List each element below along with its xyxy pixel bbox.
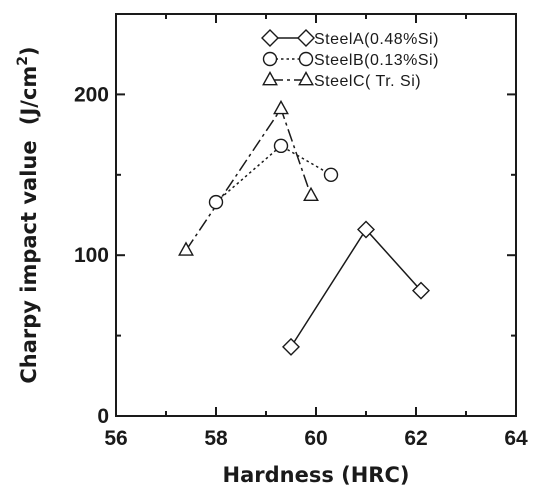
data-point-series-3 — [303, 186, 319, 202]
data-point-series-1 — [412, 281, 430, 300]
data-point-series-2 — [323, 167, 339, 183]
legend-marker-3 — [298, 71, 314, 86]
legend-label-2: SteelB(0.13%Si) — [314, 52, 439, 69]
legend: SteelA(0.48%Si) SteelB(0.13%Si) SteelC( Tr… — [261, 29, 439, 90]
series-line-3 — [185, 107, 312, 251]
data-point-series-1 — [282, 337, 300, 356]
y-axis-title: Charpy impact value (J/cm2) — [15, 46, 41, 383]
x-tick-label: 62 — [404, 427, 427, 450]
x-tick-label: 60 — [304, 427, 327, 450]
axis-ticks — [115, 13, 517, 417]
data-point-series-3 — [273, 99, 289, 115]
y-tick-label: 0 — [97, 405, 109, 428]
legend-marker-1 — [261, 29, 279, 47]
x-tick-label: 56 — [104, 427, 127, 450]
data-point-series-2 — [273, 138, 289, 154]
series-markers — [178, 99, 430, 356]
legend-label-3: SteelC( Tr. Si) — [314, 73, 421, 90]
y-axis-title-unit-exp: 2 — [15, 56, 31, 66]
x-tick-label: 58 — [204, 427, 228, 450]
legend-marker-1 — [297, 29, 315, 47]
tick-labels: 56 58 60 62 64 0 100 200 — [74, 83, 528, 450]
data-point-series-2 — [208, 194, 224, 210]
y-tick-label: 200 — [74, 83, 109, 106]
x-tick-label: 64 — [504, 427, 528, 450]
legend-label-1: SteelA(0.48%Si) — [314, 31, 439, 48]
legend-marker-2 — [298, 51, 314, 67]
legend-marker-2 — [262, 51, 278, 67]
legend-marker-3 — [262, 71, 278, 86]
x-axis-title: Hardness (HRC) — [223, 463, 410, 487]
y-tick-label: 100 — [74, 244, 109, 267]
series-line-1 — [290, 228, 422, 348]
series-lines — [185, 107, 422, 348]
series-line-2 — [215, 144, 332, 203]
y-axis-title-unit-close: ) — [17, 46, 41, 56]
data-point-series-3 — [178, 241, 194, 256]
data-point-series-1 — [357, 220, 375, 239]
y-axis-title-main: Charpy impact value — [17, 140, 41, 383]
y-axis-title-unit: (J/cm — [17, 66, 41, 125]
